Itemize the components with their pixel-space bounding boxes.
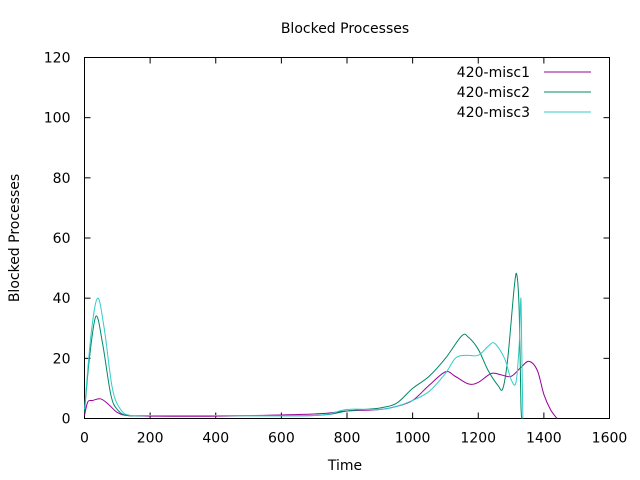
y-tick-label: 120 [44, 51, 71, 67]
series-line-3 [84, 297, 524, 419]
y-tick-label: 80 [53, 171, 71, 187]
legend-label: 420-misc3 [457, 105, 530, 121]
y-ticks: 0 20 40 60 80 100 120 [44, 51, 610, 428]
y-tick-label: 0 [62, 412, 71, 428]
legend: 420-misc1 420-misc2 420-misc3 [457, 65, 591, 121]
x-tick-label: 600 [268, 431, 295, 447]
x-tick-label: 0 [80, 431, 89, 447]
x-ticks: 0 200 400 600 800 1000 1200 1400 1600 [80, 57, 628, 447]
y-tick-label: 20 [53, 351, 71, 367]
series-line-1 [84, 360, 558, 419]
x-tick-label: 1400 [526, 431, 562, 447]
y-tick-label: 40 [53, 291, 71, 307]
plot-frame [84, 57, 610, 419]
x-tick-label: 1600 [592, 431, 628, 447]
y-tick-label: 100 [44, 111, 71, 127]
legend-label: 420-misc1 [457, 65, 530, 81]
x-tick-label: 800 [334, 431, 361, 447]
x-tick-label: 400 [202, 431, 229, 447]
x-tick-label: 1000 [395, 431, 431, 447]
chart-title: Blocked Processes [281, 21, 409, 37]
x-tick-label: 200 [137, 431, 164, 447]
y-axis-label: Blocked Processes [7, 174, 23, 302]
series-layer [84, 272, 558, 419]
x-tick-label: 1200 [460, 431, 496, 447]
series-line-2 [84, 272, 523, 419]
y-tick-label: 60 [53, 231, 71, 247]
legend-label: 420-misc2 [457, 85, 530, 101]
x-axis-label: Time [327, 458, 362, 474]
